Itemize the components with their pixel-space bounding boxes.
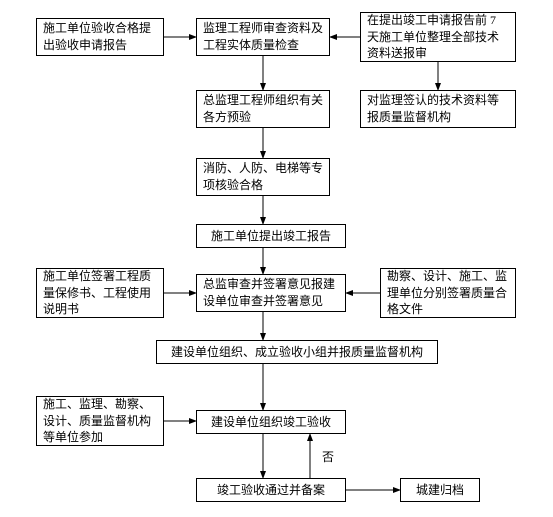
flowchart-node-n10: 勘察、设计、施工、监理单位分别签署质量合格文件 xyxy=(380,268,516,318)
flowchart-node-n14: 竣工验收通过并备案 xyxy=(196,478,346,502)
flowchart-node-n1: 施工单位验收合格提出验收申请报告 xyxy=(36,18,164,56)
node-label: 施工单位验收合格提出验收申请报告 xyxy=(43,20,157,54)
flowchart-node-n6: 消防、人防、电梯等专项核验合格 xyxy=(196,158,330,196)
node-label: 建设单位组织竣工验收 xyxy=(211,414,331,431)
flowchart-node-n11: 建设单位组织、成立验收小组并报质量监督机构 xyxy=(156,340,438,364)
node-label: 竣工验收通过并备案 xyxy=(217,482,325,499)
flowchart-node-n7: 施工单位提出竣工报告 xyxy=(196,224,346,248)
node-label: 监理工程师审查资料及工程实体质量检查 xyxy=(203,20,323,54)
flowchart-node-n2: 监理工程师审查资料及工程实体质量检查 xyxy=(196,18,330,56)
flowchart-node-n5: 对监理签认的技术资料等报质量监督机构 xyxy=(360,90,516,128)
node-label: 施工单位签署工程质量保修书、工程使用说明书 xyxy=(43,268,157,318)
flowchart-node-n3: 在提出竣工申请报告前 7 天施工单位整理全部技术资料送报审 xyxy=(360,12,516,62)
node-label: 施工单位提出竣工报告 xyxy=(211,228,331,245)
node-label: 在提出竣工申请报告前 7 天施工单位整理全部技术资料送报审 xyxy=(367,12,509,62)
node-label: 勘察、设计、施工、监理单位分别签署质量合格文件 xyxy=(387,268,509,318)
flowchart-node-n8: 施工单位签署工程质量保修书、工程使用说明书 xyxy=(36,268,164,318)
node-label: 总监理工程师组织有关各方预验 xyxy=(203,92,323,126)
flowchart-node-n13: 建设单位组织竣工验收 xyxy=(196,410,346,434)
node-label: 施工、监理、勘察、设计、质量监督机构等单位参加 xyxy=(43,396,157,446)
flowchart-node-n12: 施工、监理、勘察、设计、质量监督机构等单位参加 xyxy=(36,396,164,446)
node-label: 总监审查并签署意见报建设单位审查并签署意见 xyxy=(203,276,339,310)
flowchart-node-n4: 总监理工程师组织有关各方预验 xyxy=(196,90,330,128)
flowchart-node-n15: 城建归档 xyxy=(400,478,480,502)
node-label: 对监理签认的技术资料等报质量监督机构 xyxy=(367,92,509,126)
node-label: 建设单位组织、成立验收小组并报质量监督机构 xyxy=(171,344,423,361)
node-label: 消防、人防、电梯等专项核验合格 xyxy=(203,160,323,194)
edge-label-14: 否 xyxy=(320,448,336,465)
flowchart-node-n9: 总监审查并签署意见报建设单位审查并签署意见 xyxy=(196,274,346,312)
node-label: 城建归档 xyxy=(416,482,464,499)
